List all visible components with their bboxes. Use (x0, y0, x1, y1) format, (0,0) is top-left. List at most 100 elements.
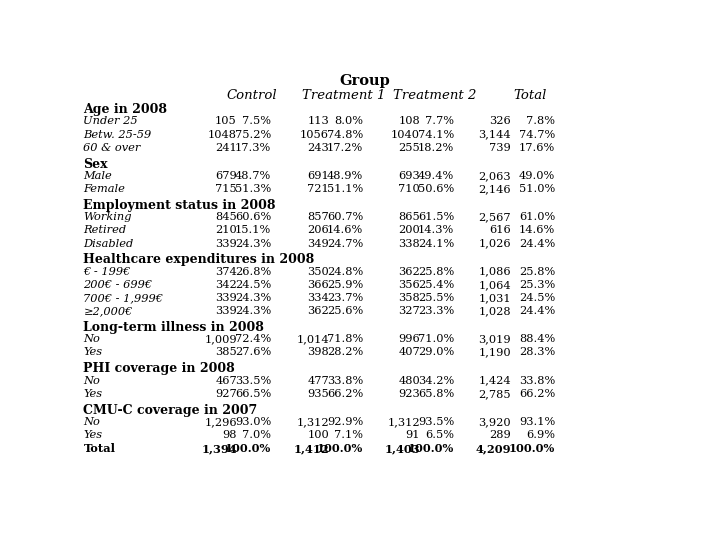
Text: 1,031: 1,031 (478, 293, 511, 303)
Text: 24.5%: 24.5% (519, 293, 555, 303)
Text: 23.3%: 23.3% (418, 306, 454, 316)
Text: 1,412: 1,412 (293, 443, 329, 454)
Text: Betw. 25-59: Betw. 25-59 (83, 130, 152, 139)
Text: 24.5%: 24.5% (235, 280, 271, 290)
Text: 24.3%: 24.3% (235, 293, 271, 303)
Text: 289: 289 (489, 430, 511, 440)
Text: Yes: Yes (83, 430, 103, 440)
Text: 51.0%: 51.0% (519, 184, 555, 194)
Text: 691: 691 (308, 171, 329, 181)
Text: 100: 100 (308, 430, 329, 440)
Text: 7.8%: 7.8% (526, 116, 555, 127)
Text: 24.3%: 24.3% (235, 306, 271, 316)
Text: 34.2%: 34.2% (418, 375, 454, 386)
Text: 7.5%: 7.5% (242, 116, 271, 127)
Text: 721: 721 (308, 184, 329, 194)
Text: ≥2,000€: ≥2,000€ (83, 306, 133, 316)
Text: 23.7%: 23.7% (327, 293, 363, 303)
Text: 1,086: 1,086 (478, 266, 511, 277)
Text: 679: 679 (215, 171, 237, 181)
Text: 7.7%: 7.7% (425, 116, 454, 127)
Text: 25.6%: 25.6% (327, 306, 363, 316)
Text: 33.8%: 33.8% (519, 375, 555, 386)
Text: 356: 356 (398, 280, 420, 290)
Text: 339: 339 (215, 239, 237, 248)
Text: 200: 200 (398, 225, 420, 235)
Text: 51.1%: 51.1% (327, 184, 363, 194)
Text: 14.6%: 14.6% (327, 225, 363, 235)
Text: 1,424: 1,424 (478, 375, 511, 386)
Text: 50.6%: 50.6% (418, 184, 454, 194)
Text: 17.6%: 17.6% (519, 143, 555, 153)
Text: 339: 339 (215, 293, 237, 303)
Text: 29.0%: 29.0% (418, 348, 454, 357)
Text: 2,567: 2,567 (478, 212, 511, 222)
Text: 60.6%: 60.6% (235, 212, 271, 222)
Text: 25.9%: 25.9% (327, 280, 363, 290)
Text: Healthcare expenditures in 2008: Healthcare expenditures in 2008 (83, 254, 315, 266)
Text: No: No (83, 417, 100, 427)
Text: 857: 857 (308, 212, 329, 222)
Text: 25.8%: 25.8% (418, 266, 454, 277)
Text: 739: 739 (489, 143, 511, 153)
Text: 100.0%: 100.0% (317, 443, 363, 454)
Text: 25.5%: 25.5% (418, 293, 454, 303)
Text: 61.5%: 61.5% (418, 212, 454, 222)
Text: 25.8%: 25.8% (519, 266, 555, 277)
Text: 206: 206 (308, 225, 329, 235)
Text: 1,009: 1,009 (204, 334, 237, 344)
Text: 342: 342 (215, 280, 237, 290)
Text: 350: 350 (308, 266, 329, 277)
Text: 398: 398 (308, 348, 329, 357)
Text: 334: 334 (308, 293, 329, 303)
Text: 75.2%: 75.2% (235, 130, 271, 139)
Text: 100.0%: 100.0% (225, 443, 271, 454)
Text: 93.1%: 93.1% (519, 417, 555, 427)
Text: No: No (83, 334, 100, 344)
Text: Retired: Retired (83, 225, 127, 235)
Text: € - 199€: € - 199€ (83, 266, 131, 277)
Text: 100.0%: 100.0% (408, 443, 454, 454)
Text: 845: 845 (215, 212, 237, 222)
Text: 28.2%: 28.2% (327, 348, 363, 357)
Text: 25.3%: 25.3% (519, 280, 555, 290)
Text: 326: 326 (489, 116, 511, 127)
Text: 362: 362 (398, 266, 420, 277)
Text: 1056: 1056 (300, 130, 329, 139)
Text: 241: 241 (215, 143, 237, 153)
Text: 28.3%: 28.3% (519, 348, 555, 357)
Text: Under 25: Under 25 (83, 116, 138, 127)
Text: 1,394: 1,394 (201, 443, 237, 454)
Text: 255: 255 (398, 143, 420, 153)
Text: CMU-C coverage in 2007: CMU-C coverage in 2007 (83, 404, 258, 417)
Text: 2,063: 2,063 (478, 171, 511, 181)
Text: 480: 480 (398, 375, 420, 386)
Text: 98: 98 (222, 430, 237, 440)
Text: 407: 407 (398, 348, 420, 357)
Text: Treatment 1: Treatment 1 (303, 89, 386, 103)
Text: 26.8%: 26.8% (235, 266, 271, 277)
Text: 339: 339 (215, 306, 237, 316)
Text: 66.5%: 66.5% (235, 389, 271, 399)
Text: 93.5%: 93.5% (418, 417, 454, 427)
Text: 49.0%: 49.0% (519, 171, 555, 181)
Text: 1,028: 1,028 (478, 306, 511, 316)
Text: 49.4%: 49.4% (418, 171, 454, 181)
Text: 327: 327 (398, 306, 420, 316)
Text: 362: 362 (308, 306, 329, 316)
Text: 24.4%: 24.4% (519, 239, 555, 248)
Text: 24.8%: 24.8% (327, 266, 363, 277)
Text: 48.9%: 48.9% (327, 171, 363, 181)
Text: 385: 385 (215, 348, 237, 357)
Text: 66.2%: 66.2% (327, 389, 363, 399)
Text: 48.7%: 48.7% (235, 171, 271, 181)
Text: 24.3%: 24.3% (235, 239, 271, 248)
Text: 349: 349 (308, 239, 329, 248)
Text: 3,019: 3,019 (478, 334, 511, 344)
Text: 17.2%: 17.2% (327, 143, 363, 153)
Text: 100.0%: 100.0% (509, 443, 555, 454)
Text: 72.4%: 72.4% (235, 334, 271, 344)
Text: 113: 113 (308, 116, 329, 127)
Text: 33.8%: 33.8% (327, 375, 363, 386)
Text: 24.4%: 24.4% (519, 306, 555, 316)
